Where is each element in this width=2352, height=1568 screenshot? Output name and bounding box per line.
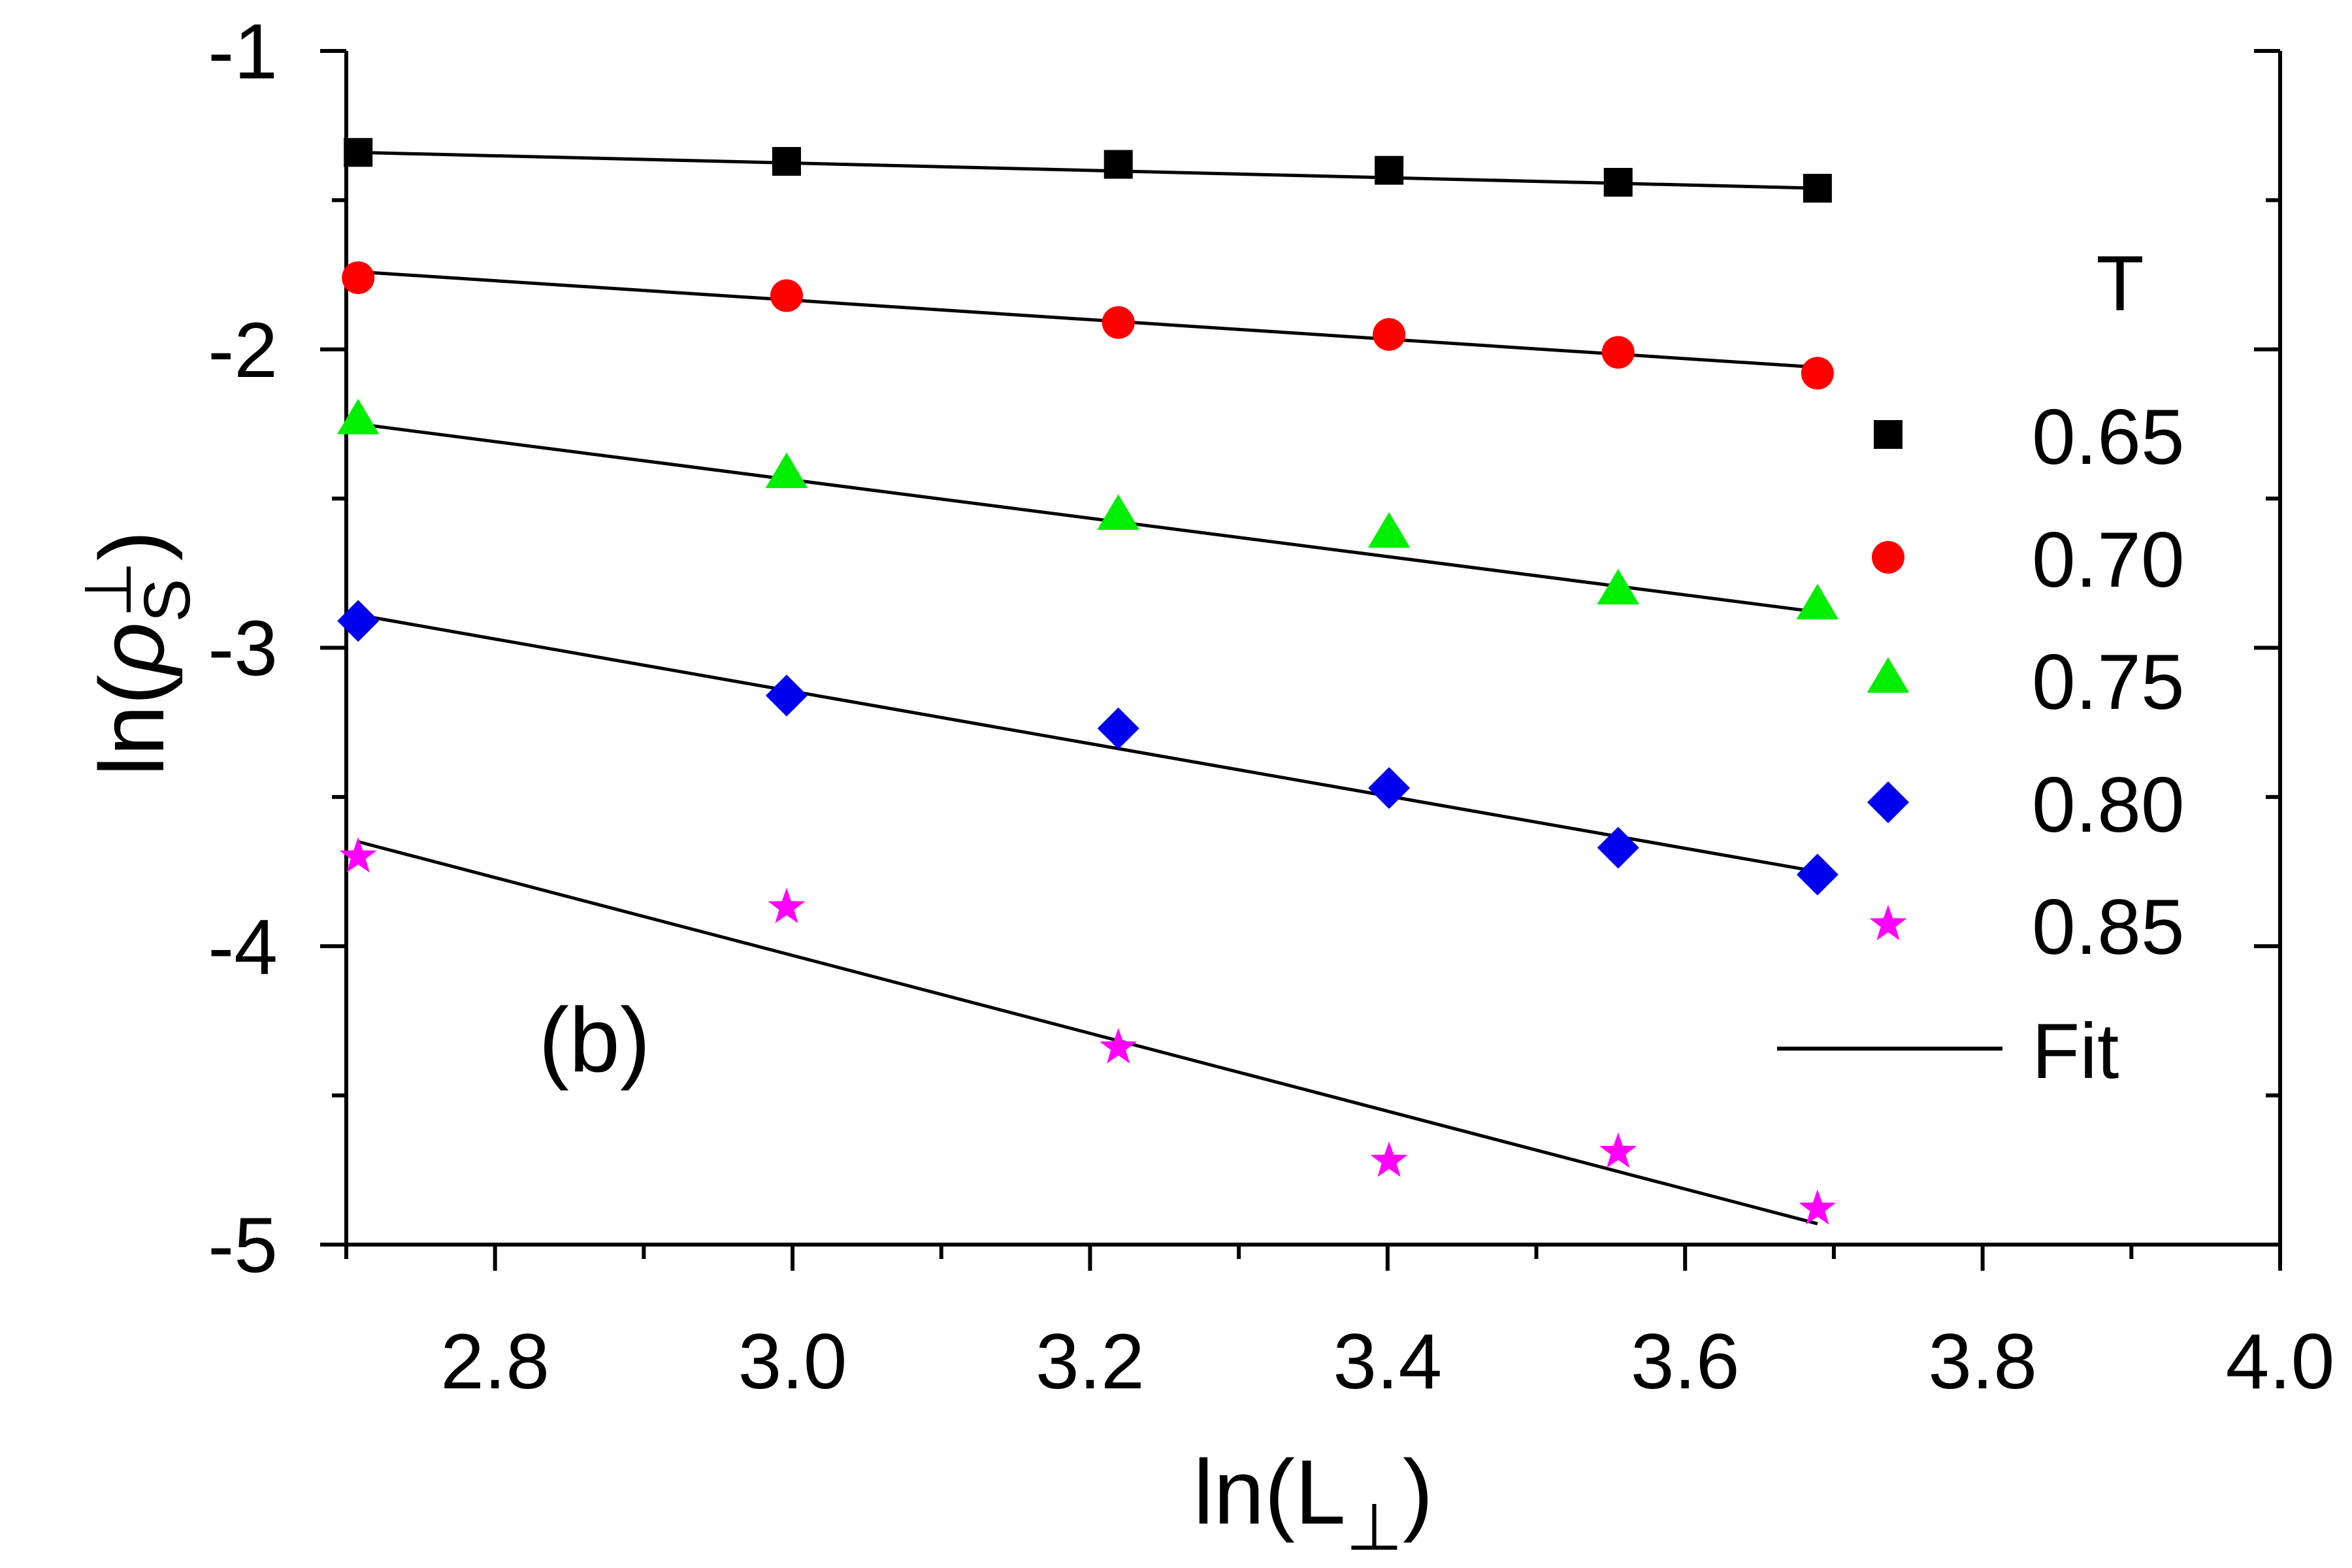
data-point-0.65	[1375, 155, 1404, 185]
data-point-0.80	[337, 600, 380, 642]
x-tick-label: 3.2	[1036, 1318, 1145, 1405]
data-point-0.85	[1799, 1189, 1837, 1225]
fit-line-0.80	[357, 613, 1818, 874]
legend-label-0.65: 0.65	[2032, 393, 2185, 481]
fit-lines	[357, 150, 1818, 1226]
data-point-0.75	[336, 399, 380, 434]
data-point-0.80	[1597, 826, 1639, 869]
data-point-0.80	[1796, 853, 1838, 896]
legend-marker-0.85	[1869, 905, 1907, 941]
fit-line-0.75	[357, 422, 1818, 614]
y-tick-label: -5	[208, 1201, 278, 1289]
data-point-0.85	[339, 837, 377, 873]
data-point-0.65	[1103, 150, 1133, 179]
x-tick-label: 2.8	[440, 1318, 549, 1405]
x-tick-label: 4.0	[2226, 1318, 2335, 1405]
data-point-0.85	[1370, 1141, 1408, 1177]
legend-label-0.85: 0.85	[2032, 883, 2185, 971]
data-point-0.65	[344, 138, 373, 167]
data-points	[336, 138, 1839, 1225]
data-point-0.75	[1796, 583, 1839, 619]
data-point-0.70	[770, 279, 803, 312]
data-point-0.65	[772, 146, 801, 176]
y-tick-label: -4	[208, 903, 278, 990]
data-point-0.70	[1601, 336, 1635, 369]
x-tick-label: 3.8	[1928, 1318, 2037, 1405]
data-point-0.70	[1102, 306, 1135, 339]
panel-annotation: (b)	[538, 988, 650, 1091]
x-tick-label: 3.6	[1631, 1318, 1740, 1405]
legend-label-0.75: 0.75	[2032, 638, 2185, 726]
y-axis-label: ln(ρS⊥)	[72, 531, 204, 776]
x-tick-label: 3.4	[1333, 1318, 1442, 1405]
fit-line-0.70	[358, 270, 1818, 369]
data-point-0.80	[1097, 707, 1139, 749]
data-point-0.80	[765, 674, 808, 717]
data-point-0.75	[1597, 568, 1640, 605]
data-point-0.85	[768, 887, 806, 924]
legend-label-0.80: 0.80	[2032, 761, 2185, 849]
x-tick-label: 3.0	[738, 1318, 847, 1405]
legend: T 0.65 0.70 0.75 0.80 0.85 Fit	[1777, 240, 2185, 1095]
ticks	[320, 49, 2282, 1271]
data-point-0.65	[1603, 167, 1633, 197]
data-point-0.70	[342, 261, 375, 295]
data-point-0.75	[1367, 512, 1411, 548]
y-tick-label: -3	[208, 605, 278, 693]
data-point-0.85	[1100, 1028, 1137, 1064]
legend-marker-0.70	[1872, 541, 1904, 574]
legend-marker-0.65	[1874, 420, 1903, 449]
data-point-0.75	[1097, 494, 1140, 530]
data-point-0.70	[1801, 357, 1834, 390]
data-point-0.80	[1368, 767, 1411, 809]
y-tick-label: -2	[208, 306, 278, 394]
x-axis-label: ln(L⊥)	[1193, 1441, 1433, 1564]
legend-label-fit: Fit	[2032, 1007, 2119, 1095]
legend-marker-0.75	[1867, 657, 1910, 693]
data-point-0.65	[1803, 174, 1832, 203]
data-point-0.75	[765, 452, 808, 488]
legend-title: T	[2096, 240, 2144, 327]
data-point-0.70	[1373, 318, 1406, 351]
legend-label-0.70: 0.70	[2032, 516, 2185, 604]
data-point-0.85	[1599, 1132, 1637, 1168]
y-tick-label: -1	[208, 8, 278, 95]
tick-labels: 2.8 3.0 3.2 3.4 3.6 3.8 4.0 -1 -2 -3 -4 -5	[208, 8, 2334, 1405]
fit-line-0.65	[358, 150, 1818, 190]
legend-marker-0.80	[1867, 781, 1909, 823]
fit-line-0.85	[357, 840, 1818, 1226]
